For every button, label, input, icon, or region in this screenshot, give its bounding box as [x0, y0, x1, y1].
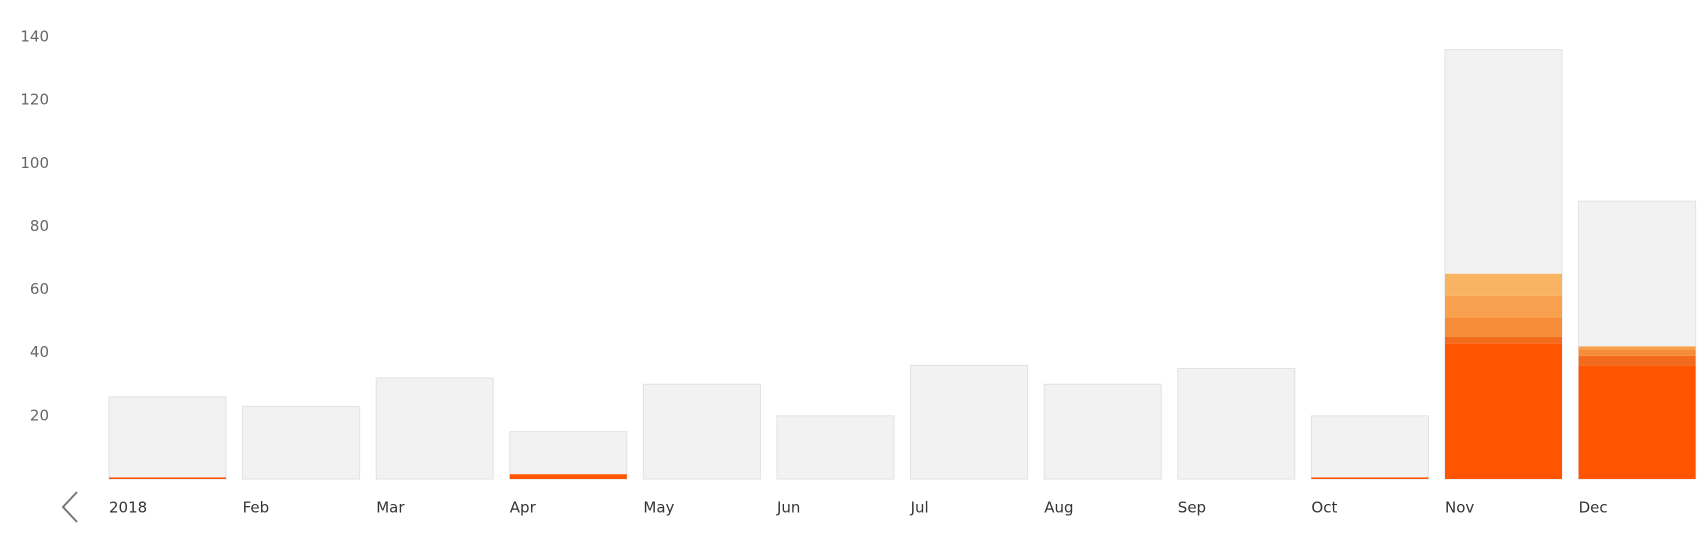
x-tick-label: Feb: [243, 499, 270, 517]
x-tick-label: May: [643, 499, 674, 517]
total-bar: [776, 415, 895, 480]
bar-segment: [509, 474, 627, 479]
bar-segment: [1578, 365, 1696, 479]
prev-arrow[interactable]: [61, 491, 78, 523]
y-tick-label: 100: [20, 154, 49, 172]
total-bar: [910, 364, 1029, 480]
y-tick-label: 40: [30, 343, 49, 361]
total-bar: [1043, 383, 1162, 480]
bar-segment: [1445, 295, 1562, 318]
total-bar: [108, 396, 227, 480]
x-tick-label: Dec: [1579, 499, 1608, 517]
y-tick-label: 80: [30, 217, 49, 235]
total-bar: [375, 377, 494, 480]
x-tick-label: Jul: [910, 499, 929, 517]
y-tick-label: 120: [20, 91, 49, 109]
bar-segment: [1445, 343, 1562, 479]
y-tick-label: 140: [20, 28, 49, 46]
x-tick-label: Mar: [376, 499, 405, 517]
bar-segment: [1445, 317, 1562, 337]
x-tick-label: Nov: [1445, 499, 1474, 517]
bar-segment: [1445, 336, 1562, 344]
total-bar: [242, 405, 361, 480]
bar-segment: [109, 477, 226, 479]
bar-segment: [1578, 349, 1696, 356]
y-tick-label: 20: [30, 406, 49, 424]
x-tick-label: Jun: [776, 499, 800, 517]
y-tick-label: 60: [30, 280, 49, 298]
total-bar: [509, 431, 628, 480]
x-tick-label: Sep: [1178, 499, 1206, 517]
bar-segment: [1445, 273, 1562, 296]
total-bar: [1177, 368, 1296, 480]
total-bar: [642, 383, 761, 480]
x-tick-label: 2018: [109, 499, 147, 517]
bar-segment: [1578, 346, 1696, 350]
total-bar: [1310, 415, 1429, 480]
bar-segment: [1578, 355, 1696, 366]
x-tick-label: Oct: [1311, 499, 1337, 517]
x-tick-label: Aug: [1044, 499, 1073, 517]
bar-segment: [1311, 477, 1429, 479]
x-tick-label: Apr: [510, 499, 537, 517]
